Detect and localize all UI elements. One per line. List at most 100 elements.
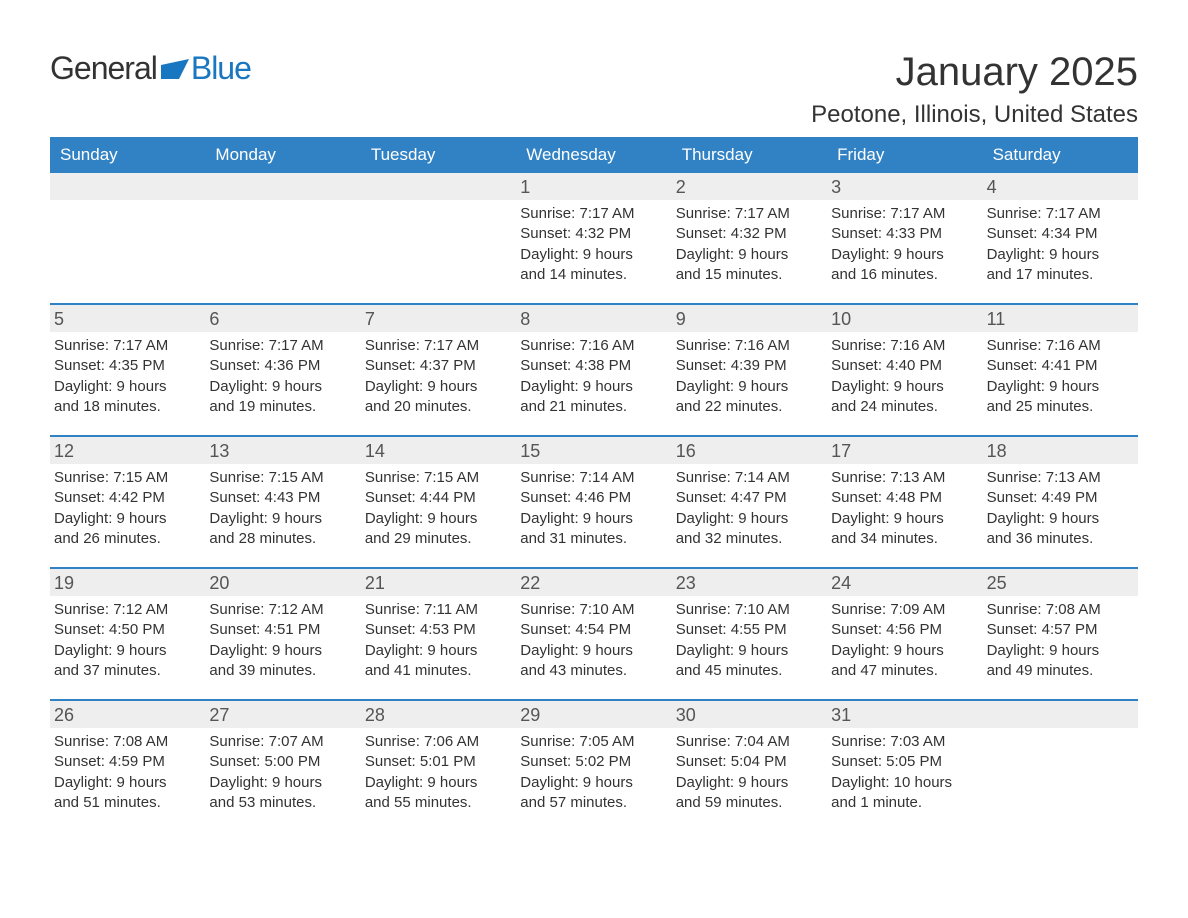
day-sr: Sunrise: 7:16 AM — [520, 336, 663, 356]
day-dl1: Daylight: 9 hours — [365, 773, 508, 793]
location: Peotone, Illinois, United States — [811, 101, 1138, 129]
day-cell: Sunrise: 7:16 AMSunset: 4:38 PMDaylight:… — [516, 332, 671, 421]
day-ss: Sunset: 5:05 PM — [831, 752, 974, 772]
logo-flag-icon — [161, 59, 189, 79]
day-cell: Sunrise: 7:10 AMSunset: 4:54 PMDaylight:… — [516, 596, 671, 685]
day-cell: Sunrise: 7:08 AMSunset: 4:57 PMDaylight:… — [983, 596, 1138, 685]
day-cell — [983, 728, 1138, 817]
daynum-row: 12131415161718 — [50, 437, 1138, 464]
day-dl2: and 26 minutes. — [54, 529, 197, 549]
day-ss: Sunset: 4:32 PM — [520, 224, 663, 244]
day-sr: Sunrise: 7:13 AM — [987, 468, 1130, 488]
day-ss: Sunset: 4:55 PM — [676, 620, 819, 640]
day-dl2: and 24 minutes. — [831, 397, 974, 417]
day-sr: Sunrise: 7:16 AM — [676, 336, 819, 356]
logo-text-general: General — [50, 50, 157, 87]
day-cell: Sunrise: 7:03 AMSunset: 5:05 PMDaylight:… — [827, 728, 982, 817]
weekday-header-row: SundayMondayTuesdayWednesdayThursdayFrid… — [50, 137, 1138, 173]
day-ss: Sunset: 5:02 PM — [520, 752, 663, 772]
day-sr: Sunrise: 7:04 AM — [676, 732, 819, 752]
day-dl2: and 53 minutes. — [209, 793, 352, 813]
day-sr: Sunrise: 7:16 AM — [831, 336, 974, 356]
day-dl2: and 20 minutes. — [365, 397, 508, 417]
day-number: 16 — [672, 437, 827, 464]
day-number: 23 — [672, 569, 827, 596]
day-sr: Sunrise: 7:11 AM — [365, 600, 508, 620]
day-number — [983, 701, 1138, 728]
day-number: 1 — [516, 173, 671, 200]
day-dl1: Daylight: 9 hours — [54, 773, 197, 793]
day-dl1: Daylight: 9 hours — [520, 377, 663, 397]
day-number: 8 — [516, 305, 671, 332]
day-sr: Sunrise: 7:05 AM — [520, 732, 663, 752]
day-dl2: and 22 minutes. — [676, 397, 819, 417]
day-ss: Sunset: 4:36 PM — [209, 356, 352, 376]
daynum-row: 1234 — [50, 173, 1138, 200]
logo-text-blue: Blue — [191, 50, 251, 87]
day-ss: Sunset: 4:51 PM — [209, 620, 352, 640]
day-dl2: and 37 minutes. — [54, 661, 197, 681]
day-number: 28 — [361, 701, 516, 728]
day-number: 3 — [827, 173, 982, 200]
day-cell: Sunrise: 7:10 AMSunset: 4:55 PMDaylight:… — [672, 596, 827, 685]
day-dl1: Daylight: 9 hours — [676, 773, 819, 793]
day-dl1: Daylight: 9 hours — [520, 245, 663, 265]
day-ss: Sunset: 4:42 PM — [54, 488, 197, 508]
day-sr: Sunrise: 7:15 AM — [209, 468, 352, 488]
day-sr: Sunrise: 7:10 AM — [520, 600, 663, 620]
day-ss: Sunset: 4:34 PM — [987, 224, 1130, 244]
day-number: 27 — [205, 701, 360, 728]
day-dl2: and 18 minutes. — [54, 397, 197, 417]
day-number: 14 — [361, 437, 516, 464]
day-ss: Sunset: 4:47 PM — [676, 488, 819, 508]
day-dl1: Daylight: 9 hours — [831, 641, 974, 661]
calendar-week: 19202122232425Sunrise: 7:12 AMSunset: 4:… — [50, 567, 1138, 685]
day-dl2: and 36 minutes. — [987, 529, 1130, 549]
day-number: 2 — [672, 173, 827, 200]
day-dl1: Daylight: 9 hours — [365, 377, 508, 397]
day-cell: Sunrise: 7:15 AMSunset: 4:43 PMDaylight:… — [205, 464, 360, 553]
day-cell: Sunrise: 7:17 AMSunset: 4:35 PMDaylight:… — [50, 332, 205, 421]
day-sr: Sunrise: 7:12 AM — [54, 600, 197, 620]
day-number: 22 — [516, 569, 671, 596]
logo: General Blue — [50, 50, 251, 87]
day-number: 9 — [672, 305, 827, 332]
day-number: 29 — [516, 701, 671, 728]
day-cell: Sunrise: 7:16 AMSunset: 4:39 PMDaylight:… — [672, 332, 827, 421]
day-dl2: and 55 minutes. — [365, 793, 508, 813]
day-cell: Sunrise: 7:08 AMSunset: 4:59 PMDaylight:… — [50, 728, 205, 817]
day-cell: Sunrise: 7:17 AMSunset: 4:34 PMDaylight:… — [983, 200, 1138, 289]
day-dl1: Daylight: 9 hours — [209, 377, 352, 397]
day-number: 5 — [50, 305, 205, 332]
day-number: 25 — [983, 569, 1138, 596]
day-cell: Sunrise: 7:13 AMSunset: 4:49 PMDaylight:… — [983, 464, 1138, 553]
day-dl2: and 32 minutes. — [676, 529, 819, 549]
day-ss: Sunset: 4:48 PM — [831, 488, 974, 508]
day-ss: Sunset: 4:33 PM — [831, 224, 974, 244]
day-cell: Sunrise: 7:11 AMSunset: 4:53 PMDaylight:… — [361, 596, 516, 685]
day-cell: Sunrise: 7:12 AMSunset: 4:50 PMDaylight:… — [50, 596, 205, 685]
day-sr: Sunrise: 7:07 AM — [209, 732, 352, 752]
day-dl1: Daylight: 9 hours — [676, 245, 819, 265]
day-dl2: and 45 minutes. — [676, 661, 819, 681]
calendar-week: 567891011Sunrise: 7:17 AMSunset: 4:35 PM… — [50, 303, 1138, 421]
day-number: 19 — [50, 569, 205, 596]
day-cell: Sunrise: 7:15 AMSunset: 4:44 PMDaylight:… — [361, 464, 516, 553]
day-number: 7 — [361, 305, 516, 332]
day-dl2: and 14 minutes. — [520, 265, 663, 285]
day-dl2: and 31 minutes. — [520, 529, 663, 549]
day-number: 20 — [205, 569, 360, 596]
day-sr: Sunrise: 7:17 AM — [676, 204, 819, 224]
day-dl1: Daylight: 9 hours — [520, 773, 663, 793]
day-dl2: and 49 minutes. — [987, 661, 1130, 681]
day-cell — [361, 200, 516, 289]
day-cell: Sunrise: 7:04 AMSunset: 5:04 PMDaylight:… — [672, 728, 827, 817]
day-number: 26 — [50, 701, 205, 728]
day-dl2: and 1 minute. — [831, 793, 974, 813]
daynum-row: 567891011 — [50, 305, 1138, 332]
day-cell: Sunrise: 7:14 AMSunset: 4:47 PMDaylight:… — [672, 464, 827, 553]
weekday-header: Sunday — [50, 137, 205, 173]
day-cell: Sunrise: 7:17 AMSunset: 4:33 PMDaylight:… — [827, 200, 982, 289]
day-sr: Sunrise: 7:15 AM — [365, 468, 508, 488]
day-dl1: Daylight: 9 hours — [54, 641, 197, 661]
